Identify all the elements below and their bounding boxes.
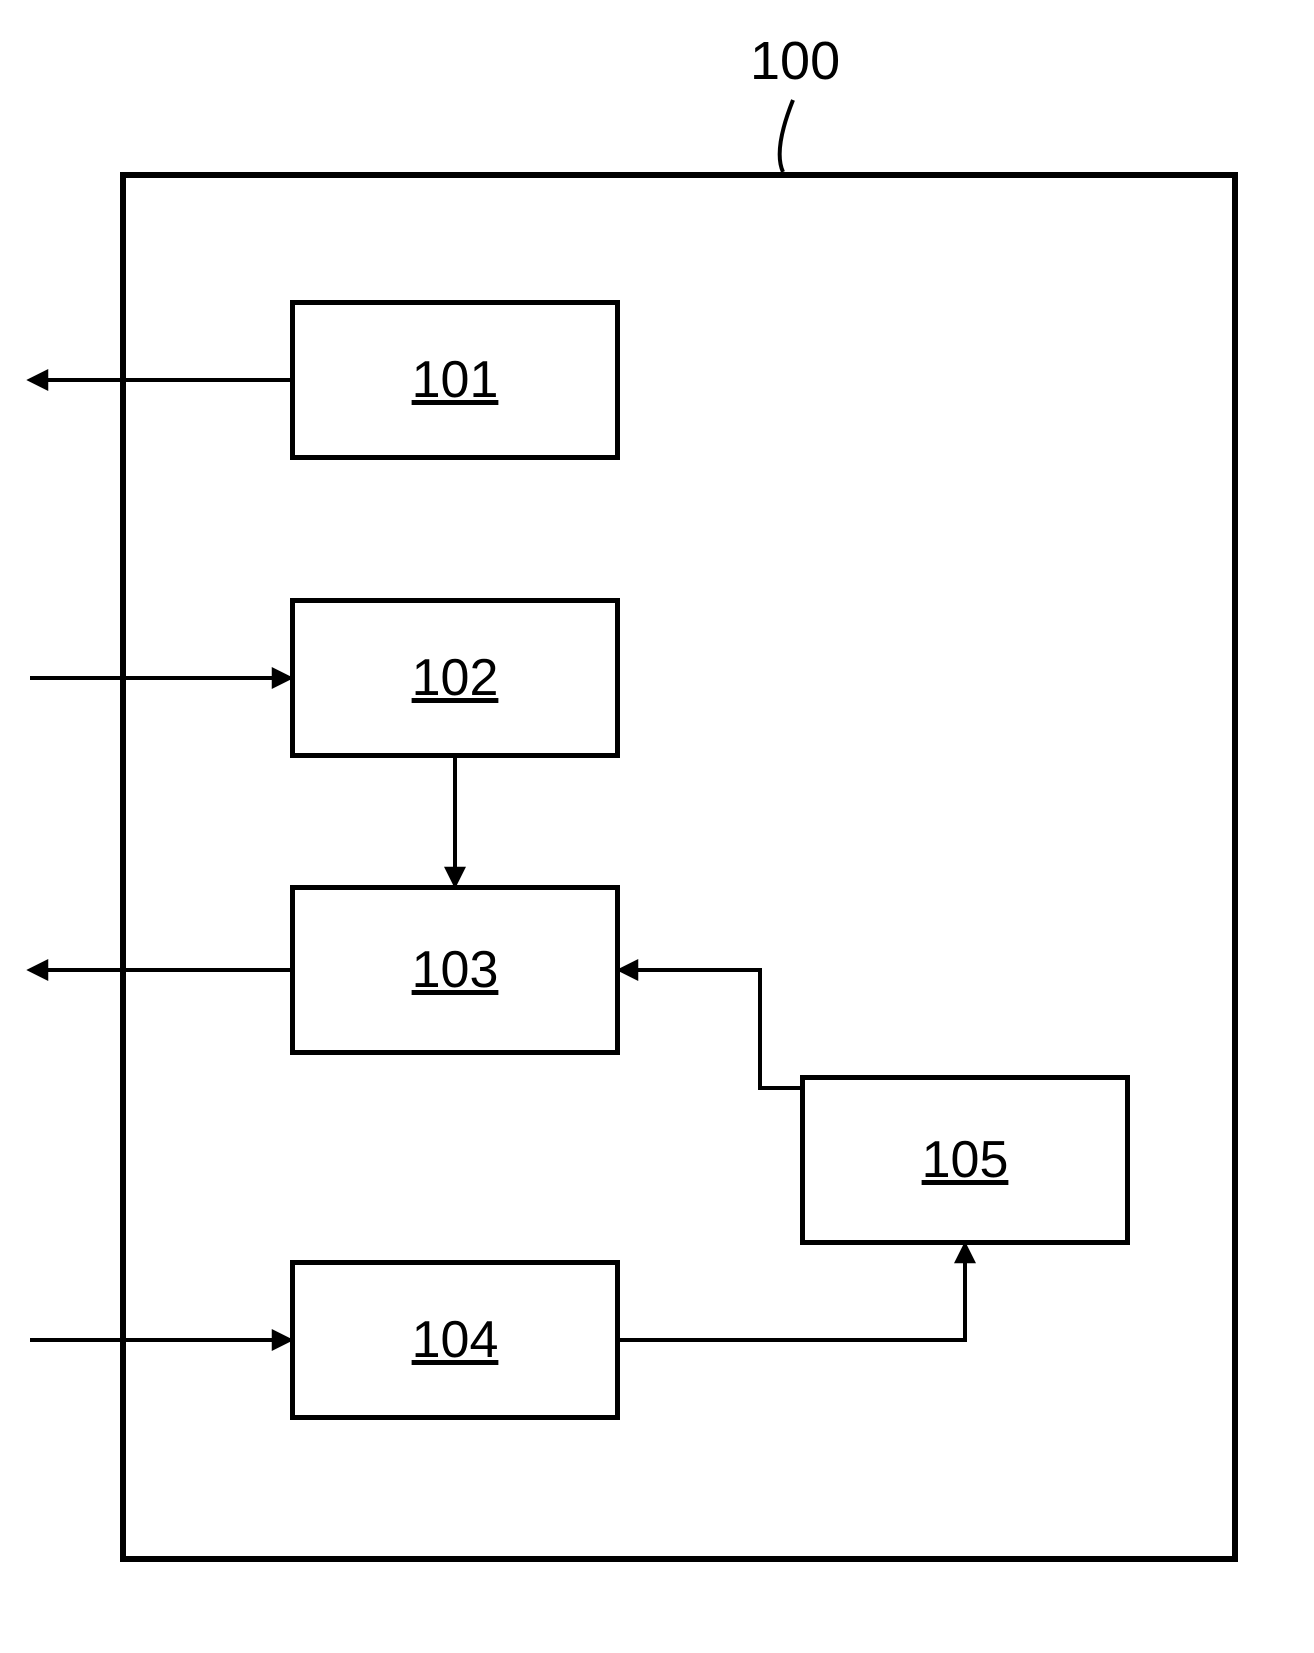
block-105: 105 [800,1075,1130,1245]
block-102-label: 102 [412,648,499,708]
diagram-canvas: 100 101 102 103 104 105 [0,0,1314,1653]
block-103-label: 103 [412,940,499,1000]
block-103: 103 [290,885,620,1055]
block-101: 101 [290,300,620,460]
block-102: 102 [290,598,620,758]
block-105-label: 105 [922,1130,1009,1190]
block-104-label: 104 [412,1310,499,1370]
figure-label-100: 100 [750,30,840,92]
container-box [120,172,1238,1562]
figure-label-leader [780,100,793,172]
block-101-label: 101 [412,350,499,410]
block-104: 104 [290,1260,620,1420]
figure-label-text: 100 [750,31,840,91]
